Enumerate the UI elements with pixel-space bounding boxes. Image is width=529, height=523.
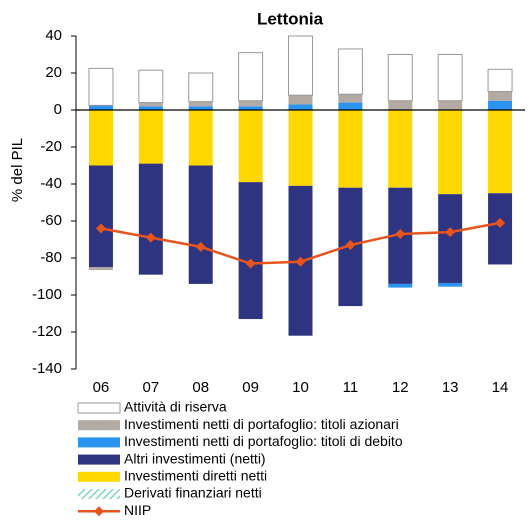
bar-segment xyxy=(138,69,164,104)
x-tick-label: 13 xyxy=(442,379,459,396)
bar-segment xyxy=(138,102,163,107)
bar-segment xyxy=(238,52,264,102)
bar-segment xyxy=(88,165,113,268)
y-tick-label: -40 xyxy=(40,175,62,192)
line-marker xyxy=(145,232,156,243)
y-tick-label: 0 xyxy=(54,101,62,118)
bar-segment xyxy=(438,110,463,195)
legend-swatch xyxy=(78,489,120,499)
bar-segment xyxy=(288,110,313,186)
line-marker xyxy=(445,227,456,238)
bar-segment xyxy=(488,110,513,194)
bar-segment xyxy=(88,67,114,106)
y-tick-label: -80 xyxy=(40,249,62,266)
bar-segment xyxy=(188,101,213,107)
bar-segment xyxy=(388,110,413,188)
x-tick-label: 14 xyxy=(492,379,509,396)
bar-segment xyxy=(388,283,413,288)
line-marker xyxy=(95,223,106,234)
bar-segment xyxy=(238,100,263,107)
bar-segment xyxy=(438,194,463,283)
x-tick-label: 06 xyxy=(93,379,110,396)
bar-segment xyxy=(88,105,113,110)
bar-segment xyxy=(238,110,263,183)
bar-segment xyxy=(138,110,163,164)
x-tick-label: 07 xyxy=(142,379,159,396)
y-tick-label: 40 xyxy=(45,27,62,44)
bar-segment xyxy=(437,54,463,102)
bar-segment xyxy=(88,110,113,166)
bar-segment xyxy=(238,182,263,320)
bar-segment xyxy=(88,267,113,271)
legend-label: Investimenti diretti netti xyxy=(124,468,267,484)
bar-segment xyxy=(338,94,363,103)
y-axis-label: % del PIL xyxy=(9,138,26,202)
legend-swatch xyxy=(77,402,121,414)
y-tick-label: -120 xyxy=(32,323,62,340)
bar-segment xyxy=(337,48,363,95)
chart-title: Lettonia xyxy=(257,9,324,28)
bar-segment xyxy=(238,106,263,110)
bar-segment xyxy=(138,163,163,275)
legend-swatch xyxy=(78,471,120,482)
bar-segment xyxy=(488,100,513,110)
y-tick-label: -140 xyxy=(32,360,62,377)
x-tick-label: 11 xyxy=(343,379,359,396)
x-tick-label: 12 xyxy=(392,379,409,396)
bar-segment xyxy=(338,110,363,188)
line-marker xyxy=(195,241,206,252)
bar-segment xyxy=(488,193,513,265)
legend-label: Altri investimenti (netti) xyxy=(124,450,266,466)
bar-segment xyxy=(338,102,363,110)
x-tick-label: 10 xyxy=(292,379,309,396)
bar-segment xyxy=(488,91,513,101)
legend-label: Attività di riserva xyxy=(124,399,227,415)
y-tick-label: -60 xyxy=(40,212,62,229)
line-marker xyxy=(295,256,306,267)
bar-segment xyxy=(387,54,413,102)
bar-segment xyxy=(188,110,213,166)
line-marker xyxy=(495,217,506,228)
bar-segment xyxy=(288,35,313,96)
legend-swatch xyxy=(78,454,120,465)
bar-segment xyxy=(188,106,213,110)
legend-label: Investimenti netti di portafoglio: titol… xyxy=(124,416,399,432)
bar-segment xyxy=(138,106,163,110)
bar-segment xyxy=(487,68,513,93)
legend-swatch xyxy=(78,437,120,448)
legend-label: Investimenti netti di portafoglio: titol… xyxy=(124,433,403,449)
legend-swatch xyxy=(78,420,120,431)
bar-segment xyxy=(438,100,463,110)
bar-segment xyxy=(188,165,213,284)
bar-segment xyxy=(288,95,313,105)
y-tick-label: 20 xyxy=(45,64,62,81)
x-tick-label: 08 xyxy=(192,379,209,396)
line-marker xyxy=(245,258,256,269)
bar-segment xyxy=(388,100,413,110)
y-tick-label: -100 xyxy=(32,286,62,303)
y-tick-label: -20 xyxy=(40,138,62,155)
bar-segment xyxy=(188,72,214,103)
legend-label: NIIP xyxy=(124,502,151,518)
line-marker xyxy=(395,228,406,239)
bar-segment xyxy=(438,282,463,287)
legend-label: Derivati finanziari netti xyxy=(124,485,262,501)
x-tick-label: 09 xyxy=(242,379,259,396)
bar-segment xyxy=(288,104,313,110)
line-marker xyxy=(345,240,356,251)
legend-swatch xyxy=(94,506,104,517)
